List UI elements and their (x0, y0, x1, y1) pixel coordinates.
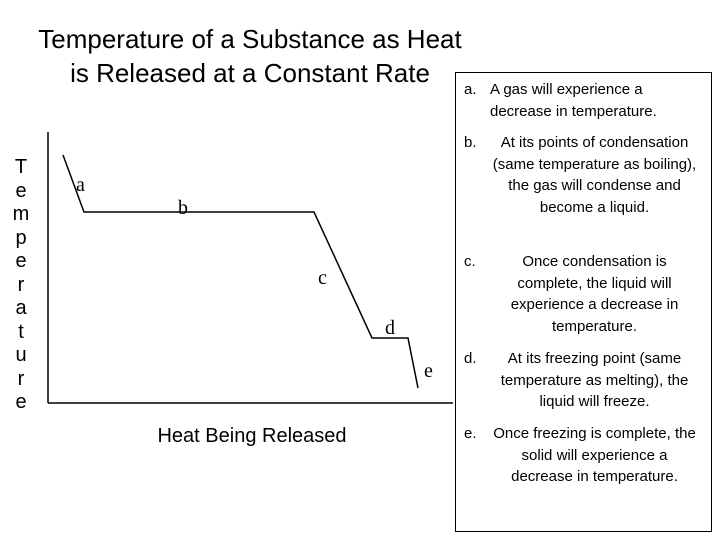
y-axis-label-letter: a (15, 297, 27, 319)
point-label-b: b (178, 197, 188, 219)
y-axis-label-letter: e (15, 391, 27, 413)
note-d: d. At its freezing point (same temperatu… (464, 348, 699, 413)
y-axis-label-letter: p (15, 226, 27, 249)
note-letter: a. (464, 81, 477, 98)
y-axis-label-letter: m (12, 203, 30, 225)
y-axis-label-letter: t (18, 320, 24, 343)
point-label-e: e (424, 360, 433, 382)
note-text: A gas will experience a decrease in temp… (490, 81, 657, 120)
title-line-2: is Released at a Constant Rate (70, 58, 430, 88)
note-letter: e. (464, 425, 477, 442)
x-axis-label: Heat Being Released (157, 425, 346, 447)
point-label-c: c (318, 267, 327, 289)
title-line-1: Temperature of a Substance as Heat (38, 24, 462, 54)
y-axis-label-letter: T (14, 156, 28, 178)
note-text: Once condensation is complete, the liqui… (510, 253, 679, 335)
y-axis-label-letter: u (15, 344, 27, 366)
note-b: b. At its points of condensation (same t… (464, 132, 699, 218)
note-e: e. Once freezing is complete, the solid … (464, 423, 699, 488)
point-label-d: d (385, 317, 395, 339)
y-axis-label-letter: e (15, 179, 27, 202)
y-axis-label-letter: r (17, 367, 25, 390)
note-c: c. Once condensation is complete, the li… (464, 251, 699, 337)
note-letter: b. (464, 134, 477, 151)
y-axis-label-letter: e (15, 250, 27, 272)
notes-panel: a. A gas will experience a decrease in t… (455, 72, 712, 532)
note-a: a. A gas will experience a decrease in t… (464, 79, 699, 122)
point-label-a: a (76, 174, 85, 196)
note-letter: c. (464, 253, 476, 270)
note-text: Once freezing is complete, the solid wil… (493, 425, 696, 485)
y-axis-label-letter: r (17, 273, 25, 296)
note-text: At its freezing point (same temperature … (500, 350, 689, 410)
diagram-title: Temperature of a Substance as Heat is Re… (0, 22, 500, 90)
note-letter: d. (464, 350, 477, 367)
note-text: At its points of condensation (same temp… (492, 134, 697, 216)
cooling-curve (62, 154, 419, 389)
